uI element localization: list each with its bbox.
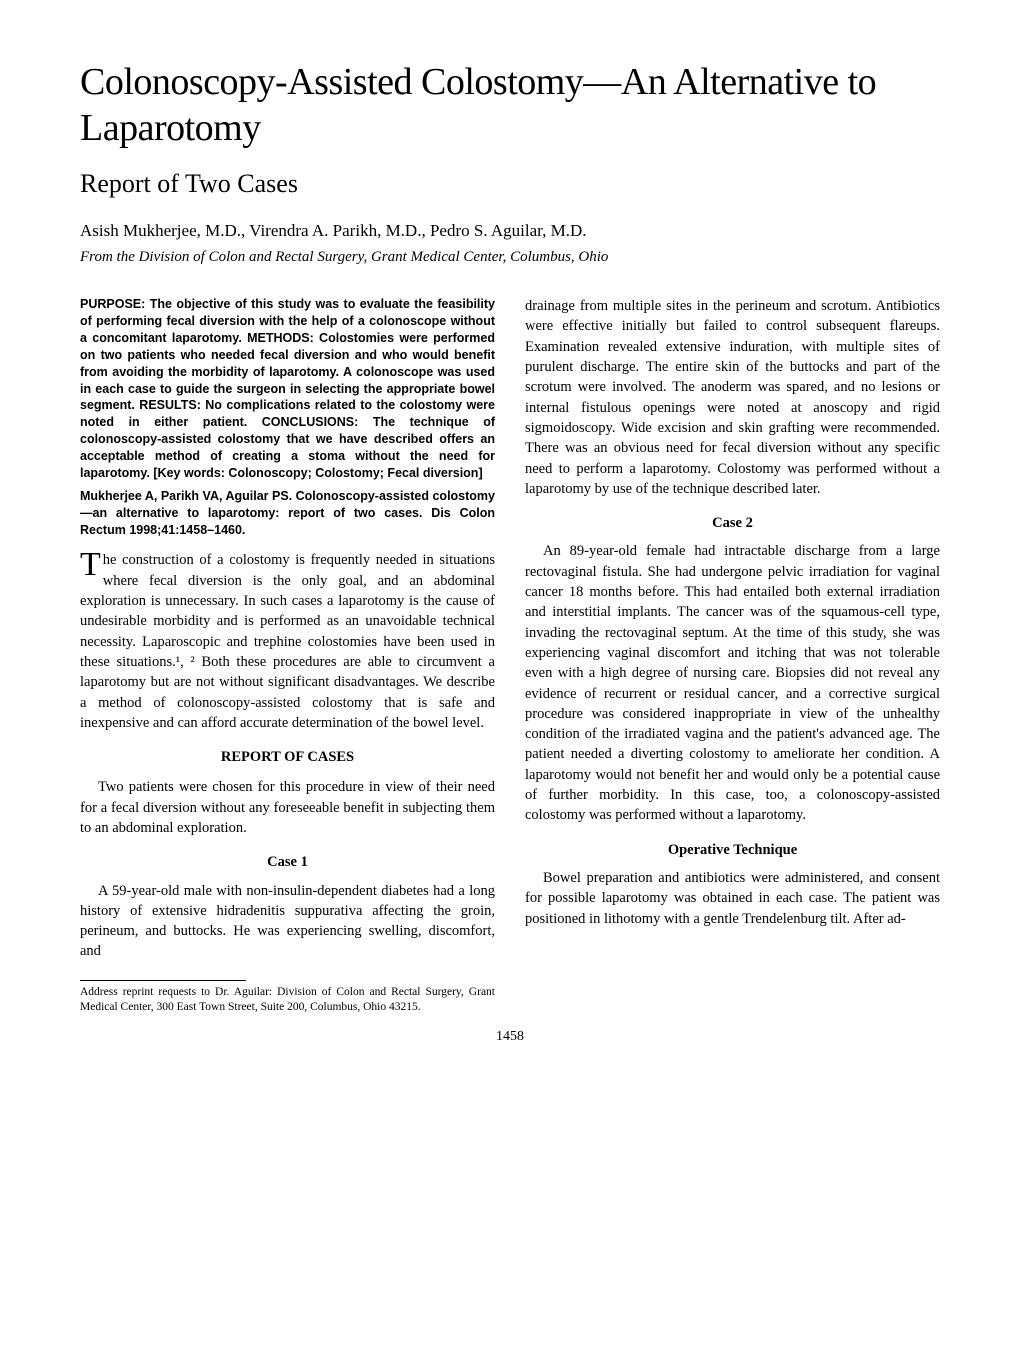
case2-heading: Case 2: [525, 513, 940, 533]
operative-technique-body: Bowel preparation and antibiotics were a…: [525, 868, 940, 929]
case1-body-left: A 59-year-old male with non-insulin-depe…: [80, 881, 495, 962]
article-subtitle: Report of Two Cases: [80, 169, 940, 199]
report-intro-paragraph: Two patients were chosen for this proced…: [80, 777, 495, 838]
footnote-text: Address reprint requests to Dr. Aguilar:…: [80, 985, 495, 1015]
authors-line: Asish Mukherjee, M.D., Virendra A. Parik…: [80, 221, 940, 241]
right-column: drainage from multiple sites in the peri…: [525, 296, 940, 1014]
article-title: Colonoscopy-Assisted Colostomy—An Altern…: [80, 60, 940, 151]
citation-text: Mukherjee A, Parikh VA, Aguilar PS. Colo…: [80, 488, 495, 539]
operative-technique-heading: Operative Technique: [525, 840, 940, 860]
page-number: 1458: [80, 1029, 940, 1045]
affiliation-line: From the Division of Colon and Rectal Su…: [80, 249, 940, 266]
intro-paragraph: The construction of a colostomy is frequ…: [80, 550, 495, 733]
case2-body: An 89-year-old female had intractable di…: [525, 541, 940, 825]
abstract-text: PURPOSE: The objective of this study was…: [80, 296, 495, 482]
case1-body-right: drainage from multiple sites in the peri…: [525, 296, 940, 499]
report-of-cases-heading: REPORT OF CASES: [80, 747, 495, 767]
footnote-divider: [80, 980, 246, 981]
case1-heading: Case 1: [80, 852, 495, 872]
left-column: PURPOSE: The objective of this study was…: [80, 296, 495, 1014]
body-columns: PURPOSE: The objective of this study was…: [80, 296, 940, 1014]
